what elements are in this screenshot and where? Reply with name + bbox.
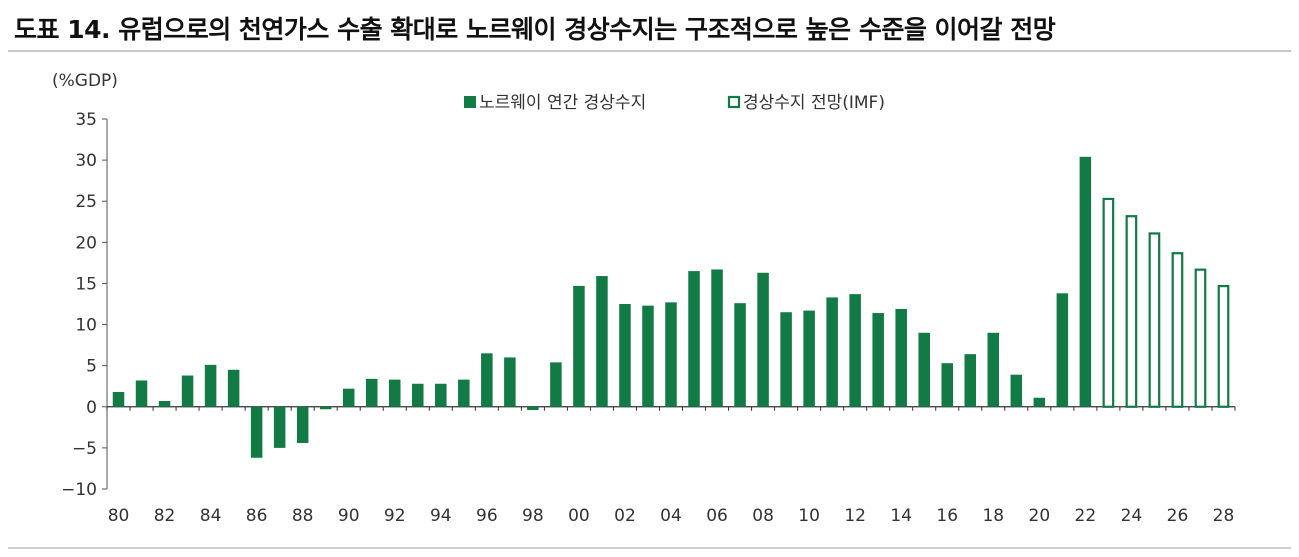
x-tick-label: 14 xyxy=(890,506,912,526)
bar-actual xyxy=(941,363,953,407)
y-tick-label: −5 xyxy=(72,439,97,459)
bar-actual xyxy=(504,357,516,407)
bar-actual xyxy=(181,375,194,407)
y-axis: 35 30 25 20 15 10 5 0 −5 −10 xyxy=(61,110,108,500)
bar-actual xyxy=(1056,293,1069,407)
bar-actual xyxy=(642,305,654,407)
x-tick-label: 92 xyxy=(384,506,406,526)
chart-title: 도표 14. 유럽으로의 천연가스 수출 확대로 노르웨이 경상수지는 구조적으… xyxy=(14,15,1056,44)
bar-actual xyxy=(734,303,746,407)
bar-actual xyxy=(550,362,562,407)
bar-actual xyxy=(250,406,263,458)
y-tick-label: 20 xyxy=(75,233,97,253)
y-tick-label: 0 xyxy=(86,398,97,418)
bar-actual xyxy=(895,308,907,407)
bar-actual xyxy=(112,391,125,407)
x-tick-label: 90 xyxy=(338,506,360,526)
legend-swatch-projection xyxy=(727,95,741,109)
x-tick-label: 96 xyxy=(476,506,498,526)
bar-actual xyxy=(296,406,309,443)
x-tick-label: 12 xyxy=(844,506,866,526)
x-tick-label: 98 xyxy=(522,506,544,526)
x-tick-label: 02 xyxy=(614,506,636,526)
bar-actual xyxy=(319,406,332,410)
x-tick-label: 04 xyxy=(660,506,682,526)
bar-actual xyxy=(711,269,723,407)
y-tick-label: 35 xyxy=(75,110,97,130)
bar-actual xyxy=(158,401,171,407)
y-tick-label: 15 xyxy=(75,274,97,294)
bar-projection xyxy=(1148,232,1161,408)
bar-actual xyxy=(273,406,286,448)
bar-actual xyxy=(573,285,585,407)
bar-actual xyxy=(849,294,861,407)
x-tick-label: 08 xyxy=(752,506,774,526)
x-tick-label: 86 xyxy=(246,506,268,526)
bar-actual xyxy=(342,388,355,407)
bar-actual xyxy=(527,406,539,411)
bar-actual xyxy=(365,378,378,407)
y-axis-label: (%GDP) xyxy=(52,71,118,91)
legend-label-projection: 경상수지 전망(IMF) xyxy=(743,93,885,113)
y-tick-label: 5 xyxy=(86,357,97,377)
x-tick-label: 28 xyxy=(1213,506,1235,526)
bar-actual xyxy=(803,310,815,407)
bottom-divider xyxy=(8,547,1291,549)
bar-actual xyxy=(826,297,838,407)
bar-actual xyxy=(389,379,401,407)
bar-projection xyxy=(1217,284,1230,408)
x-tick-label: 16 xyxy=(936,506,958,526)
x-tick-label: 84 xyxy=(200,506,222,526)
y-tick-label: −10 xyxy=(61,480,97,500)
bar-actual xyxy=(481,353,493,407)
bar-projection xyxy=(1171,252,1184,408)
bar-actual xyxy=(665,302,677,407)
y-tick-label: 30 xyxy=(75,151,97,171)
bar-actual xyxy=(964,354,977,407)
bar-actual xyxy=(619,304,631,407)
legend-label-actual: 노르웨이 연간 경상수지 xyxy=(479,93,646,113)
y-tick-label: 10 xyxy=(75,316,97,336)
bar-actual xyxy=(435,383,447,407)
bar-actual xyxy=(757,272,769,407)
bar-actual xyxy=(135,380,148,407)
bar-actual xyxy=(872,313,884,407)
x-tick-label: 94 xyxy=(430,506,452,526)
x-tick-label: 82 xyxy=(154,506,176,526)
bar-actual xyxy=(780,312,792,407)
bar-actual xyxy=(1010,374,1023,407)
legend: 노르웨이 연간 경상수지 경상수지 전망(IMF) xyxy=(464,93,885,113)
x-tick-label: 80 xyxy=(108,506,130,526)
x-tick-label: 24 xyxy=(1121,506,1143,526)
x-tick-label: 10 xyxy=(798,506,820,526)
bar-actual xyxy=(987,332,1000,407)
x-tick-label: 26 xyxy=(1167,506,1189,526)
bar-projection xyxy=(1125,215,1138,408)
bar-actual xyxy=(204,364,217,407)
x-tick-label: 88 xyxy=(292,506,314,526)
y-tick-label: 25 xyxy=(75,192,97,212)
bar-actual xyxy=(412,383,424,407)
x-tick-label: 00 xyxy=(568,506,590,526)
bar-projection xyxy=(1102,197,1115,408)
x-tick-label: 18 xyxy=(982,506,1004,526)
legend-swatch-actual xyxy=(464,96,476,108)
bar-actual xyxy=(596,276,608,407)
bar-actual xyxy=(918,332,930,407)
title-divider xyxy=(8,50,1291,52)
x-tick-label: 22 xyxy=(1075,506,1097,526)
x-tick-label: 06 xyxy=(706,506,728,526)
bar-projection xyxy=(1194,268,1207,408)
bar-actual xyxy=(688,271,700,407)
bar-actual xyxy=(1033,397,1046,407)
bar-actual xyxy=(1079,156,1092,407)
x-tick-label: 20 xyxy=(1029,506,1051,526)
bar-actual xyxy=(227,369,240,407)
bars xyxy=(112,156,1230,458)
bar-actual xyxy=(458,379,470,407)
